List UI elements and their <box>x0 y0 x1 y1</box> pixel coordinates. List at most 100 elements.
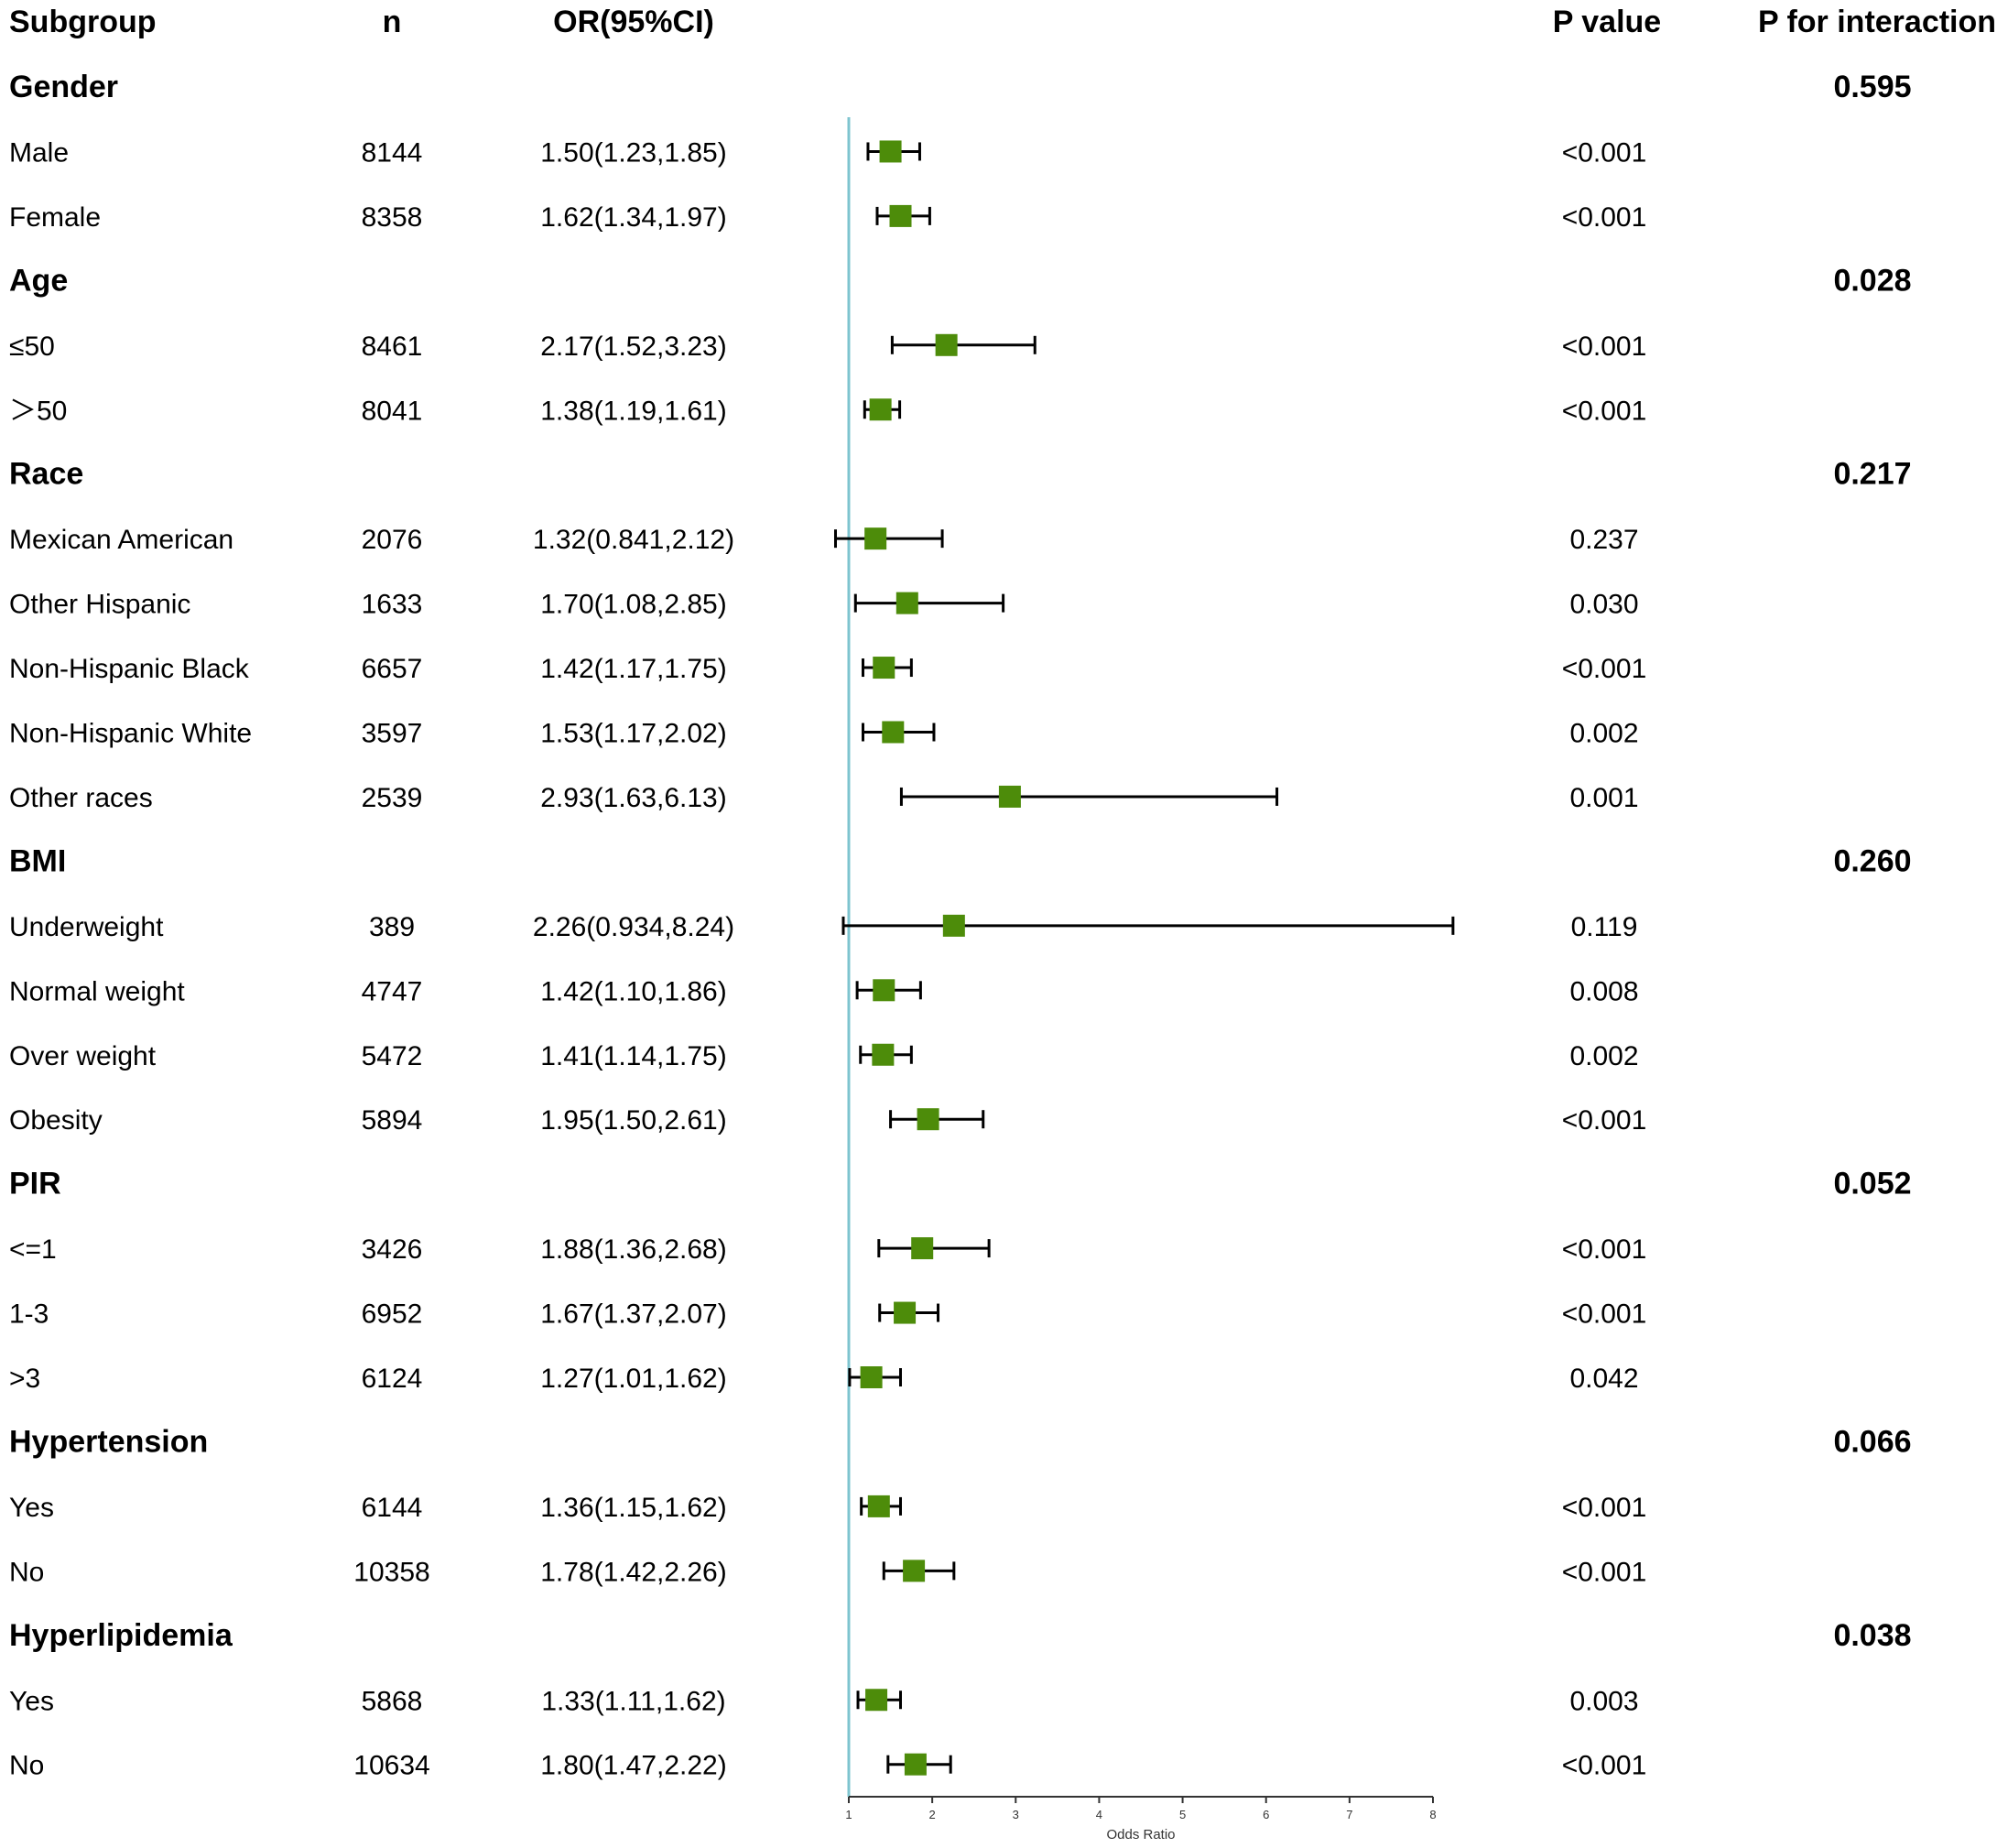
subgroup-row: Yes 5868 1.33(1.11,1.62) 0.003 <box>9 1686 1639 1716</box>
subgroup-label: No <box>9 1557 44 1587</box>
subgroup-label: Underweight <box>9 912 164 942</box>
subgroup-row: Normal weight 4747 1.42(1.10,1.86) 0.008 <box>9 976 1639 1006</box>
p-value: 0.002 <box>1569 1041 1638 1071</box>
x-tick-label: 2 <box>929 1808 936 1821</box>
subgroup-label: Other races <box>9 783 153 813</box>
p-value: 0.001 <box>1569 783 1638 813</box>
subgroup-row: >3 6124 1.27(1.01,1.62) 0.042 <box>9 1364 1639 1394</box>
group-label: PIR <box>9 1167 61 1201</box>
or-ci-text: 1.53(1.17,2.02) <box>540 719 726 749</box>
subgroup-row: No 10358 1.78(1.42,2.26) <0.001 <box>9 1557 1646 1587</box>
group-row: Race 0.217 <box>9 457 1912 492</box>
subgroup-label: Yes <box>9 1686 54 1716</box>
subgroup-label: Over weight <box>9 1041 157 1071</box>
or-ci-text: 1.27(1.01,1.62) <box>540 1364 726 1394</box>
or-ci-text: 1.78(1.42,2.26) <box>540 1557 726 1587</box>
n-value: 3597 <box>362 719 423 749</box>
group-label: BMI <box>9 843 66 878</box>
p-value: <0.001 <box>1562 332 1647 362</box>
group-label: Race <box>9 457 83 492</box>
subgroup-row: Non-Hispanic White 3597 1.53(1.17,2.02) 0.0… <box>9 719 1639 749</box>
or-ci-text: 1.62(1.34,1.97) <box>540 202 726 233</box>
p-value: <0.001 <box>1562 1299 1647 1330</box>
n-value: 8144 <box>362 137 423 168</box>
n-value: 6124 <box>362 1364 423 1394</box>
group-row: Hypertension 0.066 <box>9 1424 1912 1459</box>
subgroup-label: Obesity <box>9 1105 103 1136</box>
or-marker <box>894 1301 917 1324</box>
x-tick-label: 4 <box>1096 1808 1102 1821</box>
n-value: 8358 <box>362 202 423 233</box>
or-marker <box>903 1560 926 1582</box>
group-label: Gender <box>9 70 118 104</box>
or-ci-text: 1.70(1.08,2.85) <box>540 590 726 620</box>
or-marker <box>867 1495 890 1517</box>
subgroup-label: Female <box>9 202 101 233</box>
x-axis: 1 2 3 4 5 6 7 8 Odds Ratio <box>845 1796 1437 1843</box>
group-row: PIR 0.052 <box>9 1167 1912 1201</box>
n-value: 6144 <box>362 1493 423 1523</box>
or-marker <box>904 1753 927 1776</box>
p-interaction-value: 0.066 <box>1833 1424 1911 1459</box>
or-ci-text: 1.38(1.19,1.61) <box>540 396 726 426</box>
p-interaction-value: 0.038 <box>1833 1618 1911 1653</box>
subgroup-row: Non-Hispanic Black 6657 1.42(1.17,1.75) <0.… <box>9 654 1646 684</box>
p-value: 0.042 <box>1569 1364 1638 1394</box>
subgroup-row: Underweight 389 2.26(0.934,8.24) 0.119 <box>9 912 1637 942</box>
or-marker <box>865 1689 888 1712</box>
subgroup-row: Mexican American 2076 1.32(0.841,2.12) 0.23… <box>9 525 1639 555</box>
p-interaction-value: 0.260 <box>1833 843 1911 878</box>
or-marker <box>860 1366 883 1388</box>
subgroup-label: >3 <box>9 1364 40 1394</box>
header-or-ci: OR(95%CI) <box>553 5 714 39</box>
p-value: <0.001 <box>1562 396 1647 426</box>
n-value: 10634 <box>353 1751 429 1781</box>
or-ci-text: 2.17(1.52,3.23) <box>540 332 726 362</box>
n-value: 1633 <box>362 590 423 620</box>
or-ci-text: 1.42(1.10,1.86) <box>540 976 726 1006</box>
n-value: 5472 <box>362 1041 423 1071</box>
or-marker <box>935 333 958 356</box>
group-label: Hyperlipidemia <box>9 1618 233 1653</box>
subgroup-row: Obesity 5894 1.95(1.50,2.61) <0.001 <box>9 1105 1646 1136</box>
p-value: <0.001 <box>1562 1557 1647 1587</box>
n-value: 4747 <box>362 976 423 1006</box>
or-marker <box>917 1108 939 1131</box>
or-ci-text: 1.32(0.841,2.12) <box>533 525 734 555</box>
x-tick-label: 7 <box>1346 1808 1352 1821</box>
subgroup-label: Normal weight <box>9 976 185 1006</box>
or-marker <box>889 204 912 227</box>
x-tick-label: 6 <box>1263 1808 1269 1821</box>
or-ci-text: 1.33(1.11,1.62) <box>541 1686 725 1716</box>
or-marker <box>998 785 1021 808</box>
rows-layer: Gender 0.595 Male 8144 1.50(1.23,1.85) <0.001… <box>9 70 1912 1781</box>
p-value: <0.001 <box>1562 654 1647 684</box>
p-value: 0.030 <box>1569 590 1638 620</box>
or-marker <box>879 140 902 163</box>
or-ci-text: 1.36(1.15,1.62) <box>540 1493 726 1523</box>
p-interaction-value: 0.217 <box>1833 457 1911 492</box>
n-value: 2539 <box>362 783 423 813</box>
or-marker <box>872 1043 895 1066</box>
subgroup-row: Over weight 5472 1.41(1.14,1.75) 0.002 <box>9 1041 1639 1071</box>
or-ci-text: 1.80(1.47,2.22) <box>540 1751 726 1781</box>
header-n: n <box>383 5 402 39</box>
subgroup-label: Male <box>9 137 69 168</box>
p-interaction-value: 0.052 <box>1833 1167 1911 1201</box>
p-interaction-value: 0.595 <box>1833 70 1911 104</box>
subgroup-row: Other Hispanic 1633 1.70(1.08,2.85) 0.030 <box>9 590 1639 620</box>
subgroup-row: Female 8358 1.62(1.34,1.97) <0.001 <box>9 202 1646 233</box>
n-value: 10358 <box>353 1557 429 1587</box>
x-axis-title: Odds Ratio <box>1106 1827 1175 1843</box>
p-value: 0.119 <box>1571 912 1638 942</box>
group-row: Age 0.028 <box>9 263 1912 298</box>
subgroup-row: Other races 2539 2.93(1.63,6.13) 0.001 <box>9 783 1639 813</box>
x-tick-label: 3 <box>1013 1808 1019 1821</box>
p-value: 0.002 <box>1569 719 1638 749</box>
header-p-value: P value <box>1553 5 1661 39</box>
subgroup-row: 1-3 6952 1.67(1.37,2.07) <0.001 <box>9 1299 1646 1330</box>
p-value: 0.237 <box>1569 525 1638 555</box>
n-value: 5868 <box>362 1686 423 1716</box>
p-value: <0.001 <box>1562 1234 1647 1265</box>
